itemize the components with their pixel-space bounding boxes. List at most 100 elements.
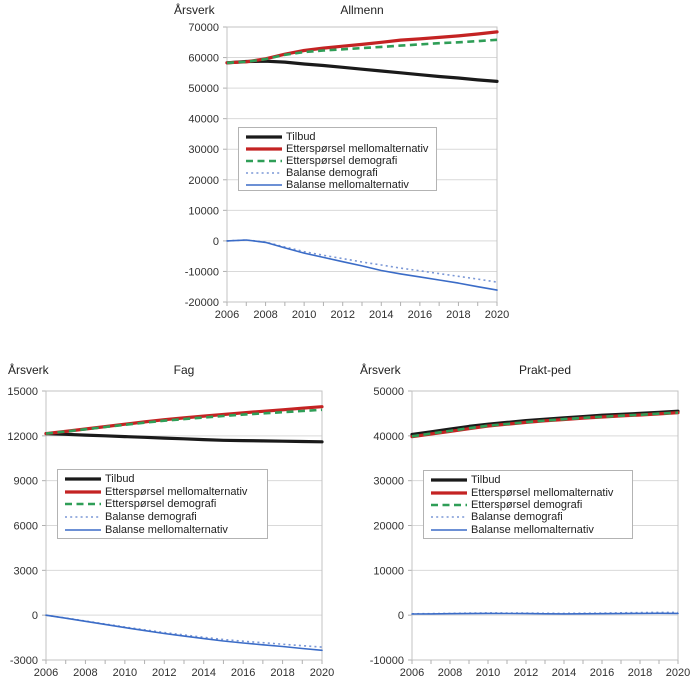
series-line-4 bbox=[226, 239, 498, 291]
y-axis-unit-label: Årsverk bbox=[360, 363, 401, 377]
legend-entry: Tilbud bbox=[245, 131, 430, 143]
legend-line-sample bbox=[246, 159, 282, 163]
x-tick-label: 2018 bbox=[628, 667, 652, 679]
y-tick-label: -20000 bbox=[185, 297, 219, 309]
y-tick-label: 12000 bbox=[7, 431, 38, 443]
y-tick-label: 40000 bbox=[188, 114, 219, 126]
legend-line-sample bbox=[431, 516, 467, 519]
series-line-3 bbox=[45, 614, 323, 648]
y-axis-unit-label: Årsverk bbox=[174, 3, 215, 17]
legend-entry: Etterspørsel demografi bbox=[430, 499, 626, 511]
chart-fag: Årsverk Fag -3000 0 3000 6000 9000 12000 15000… bbox=[0, 360, 350, 696]
x-tick-label: 2006 bbox=[400, 667, 424, 679]
y-tick-label: 20000 bbox=[188, 175, 219, 187]
x-tick-label: 2014 bbox=[191, 667, 215, 679]
x-tick-label: 2018 bbox=[270, 667, 294, 679]
x-tick-label: 2012 bbox=[514, 667, 538, 679]
legend-label: Tilbud bbox=[105, 473, 135, 486]
series-line-3 bbox=[226, 239, 498, 283]
x-tick-label: 2008 bbox=[253, 309, 277, 321]
x-tick-label: 2018 bbox=[446, 309, 470, 321]
chart-svg: -20000 -10000 0 10000 20000 30000 40000 50000 60… bbox=[185, 22, 510, 321]
y-tick-label: -10000 bbox=[185, 266, 219, 278]
chart-title: Allmenn bbox=[340, 3, 384, 17]
series-line-0 bbox=[225, 59, 499, 84]
legend-label: Balanse demografi bbox=[286, 167, 378, 179]
chart-svg: -10000 0 10000 20000 30000 40000 50000 2006 2008… bbox=[370, 386, 691, 679]
legend-line-sample bbox=[246, 184, 282, 186]
legend-label: Balanse demografi bbox=[471, 511, 563, 524]
x-tick-label: 2006 bbox=[34, 667, 58, 679]
legend-entry: Etterspørsel mellomalternativ bbox=[245, 143, 430, 155]
legend-label: Balanse demografi bbox=[105, 511, 197, 524]
legend-line-sample bbox=[65, 490, 101, 494]
x-tick-label: 2016 bbox=[408, 309, 432, 321]
legend-entry: Balanse mellomalternativ bbox=[430, 524, 626, 536]
legend-line-sample bbox=[65, 516, 101, 518]
x-tick-label: 2014 bbox=[369, 309, 393, 321]
legend-entry: Balanse demografi bbox=[245, 167, 430, 179]
x-tick-label: 2012 bbox=[330, 309, 354, 321]
x-tick-label: 2010 bbox=[113, 667, 137, 679]
x-tick-label: 2020 bbox=[310, 667, 334, 679]
y-tick-label: 60000 bbox=[188, 53, 219, 65]
legend-label: Etterspørsel demografi bbox=[286, 155, 398, 167]
y-tick-label: 30000 bbox=[373, 476, 404, 488]
x-tick-label: 2008 bbox=[438, 667, 462, 679]
y-tick-label: 20000 bbox=[373, 521, 404, 533]
x-tick-label: 2016 bbox=[231, 667, 255, 679]
legend-label: Etterspørsel mellomalternativ bbox=[471, 486, 614, 499]
legend: Tilbud Etterspørsel mellomalternativ Etter… bbox=[57, 469, 268, 539]
y-tick-label: 10000 bbox=[188, 205, 219, 217]
legend-entry: Balanse mellomalternativ bbox=[64, 523, 261, 536]
legend-label: Balanse mellomalternativ bbox=[471, 523, 594, 536]
y-tick-label: 0 bbox=[213, 236, 219, 248]
x-tick-label: 2010 bbox=[292, 309, 316, 321]
legend-entry: Balanse demografi bbox=[430, 511, 626, 523]
series-line-1 bbox=[410, 411, 680, 439]
legend-line-sample bbox=[246, 147, 282, 151]
x-tick-label: 2006 bbox=[215, 309, 239, 321]
legend-line-sample bbox=[246, 135, 282, 139]
legend-label: Tilbud bbox=[286, 131, 316, 143]
legend: Tilbud Etterspørsel mellomalternativ Etter… bbox=[238, 127, 437, 191]
chart-title: Fag bbox=[173, 363, 195, 377]
legend-entry: Etterspørsel demografi bbox=[245, 155, 430, 167]
y-tick-label: 0 bbox=[398, 610, 404, 622]
x-tick-label: 2020 bbox=[485, 309, 509, 321]
x-tick-label: 2016 bbox=[590, 667, 614, 679]
legend-entry: Tilbud bbox=[430, 474, 626, 486]
x-tick-label: 2010 bbox=[476, 667, 500, 679]
legend-label: Balanse mellomalternativ bbox=[286, 179, 409, 191]
legend-entry: Etterspørsel demografi bbox=[64, 498, 261, 510]
y-tick-label: 0 bbox=[32, 610, 38, 622]
chart-prakt-ped: Årsverk Prakt-ped -10000 0 10000 20000 30000… bbox=[350, 360, 700, 696]
y-tick-label: 40000 bbox=[373, 431, 404, 443]
y-tick-label: 30000 bbox=[188, 144, 219, 156]
y-tick-label: 10000 bbox=[373, 565, 404, 577]
chart-svg: -3000 0 3000 6000 9000 12000 15000 2006 2008 2010… bbox=[7, 386, 334, 679]
legend-line-sample bbox=[431, 528, 467, 531]
series-line-4 bbox=[45, 614, 323, 652]
series-line-1 bbox=[225, 30, 499, 65]
legend-label: Tilbud bbox=[471, 474, 501, 487]
legend-entry: Tilbud bbox=[64, 473, 261, 485]
legend-entry: Etterspørsel mellomalternativ bbox=[430, 486, 626, 499]
legend-line-sample bbox=[65, 528, 101, 531]
legend-label: Etterspørsel demografi bbox=[105, 498, 217, 511]
y-tick-label: -10000 bbox=[370, 655, 404, 667]
y-tick-label: 15000 bbox=[7, 386, 38, 398]
legend-label: Etterspørsel demografi bbox=[471, 498, 583, 511]
legend-line-sample bbox=[246, 172, 282, 174]
x-tick-label: 2014 bbox=[552, 667, 576, 679]
legend-label: Balanse mellomalternativ bbox=[105, 523, 228, 536]
y-tick-label: 3000 bbox=[14, 565, 38, 577]
y-tick-label: 70000 bbox=[188, 22, 219, 34]
y-tick-label: 50000 bbox=[373, 386, 404, 398]
y-tick-label: 6000 bbox=[14, 521, 38, 533]
series-line-4 bbox=[411, 612, 679, 615]
series-line-2 bbox=[45, 408, 323, 435]
legend-line-sample bbox=[431, 478, 467, 482]
chart-allmenn: Årsverk Allmenn -20000 -10000 0 10000 20000 3… bbox=[160, 0, 540, 348]
